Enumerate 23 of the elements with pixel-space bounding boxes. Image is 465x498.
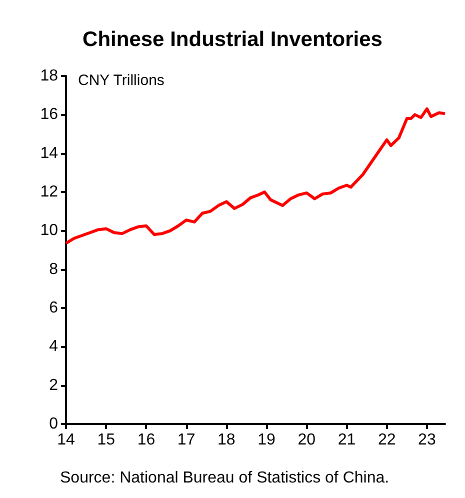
- x-tick-label: 18: [218, 432, 236, 448]
- y-tick-label: 16: [40, 106, 58, 124]
- line-series: [64, 107, 446, 245]
- x-tick-label: 23: [418, 432, 436, 448]
- x-tick-label: 21: [338, 432, 356, 448]
- x-tick-label: 22: [378, 432, 396, 448]
- y-tick-label: 12: [40, 184, 58, 200]
- y-tick-label: 2: [49, 376, 58, 394]
- y-tick-label: 18: [40, 68, 58, 84]
- chart-title: Chinese Industrial Inventories: [82, 28, 382, 51]
- x-tick-label: 20: [298, 432, 316, 448]
- x-tick-label: 15: [97, 432, 116, 448]
- y-axis-title: CNY Trillions: [78, 72, 164, 89]
- y-tick-label: 10: [40, 222, 58, 240]
- x-tick-label: 17: [177, 432, 196, 448]
- y-tick-label: 0: [49, 416, 58, 432]
- y-tick-label: 6: [49, 300, 58, 316]
- x-tick-label: 16: [137, 432, 156, 448]
- y-tick-label: 4: [49, 338, 58, 356]
- y-tick-label: 14: [40, 144, 58, 162]
- x-tick-label: 19: [258, 432, 276, 448]
- source-note: Source: National Bureau of Statistics of China.: [60, 470, 390, 486]
- y-tick-label: 8: [49, 260, 58, 278]
